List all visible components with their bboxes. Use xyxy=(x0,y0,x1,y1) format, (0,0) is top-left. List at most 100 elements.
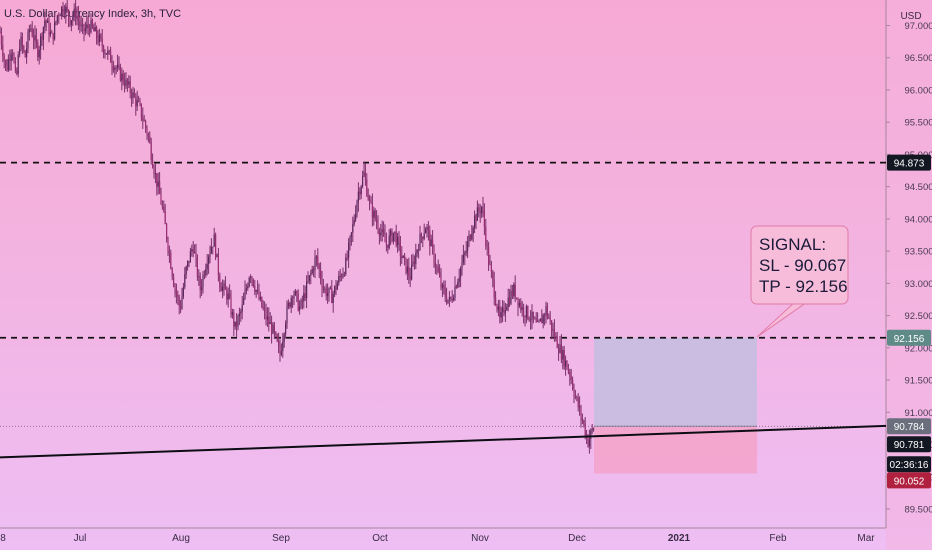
candle-body xyxy=(275,332,277,335)
candle-body xyxy=(2,44,4,56)
candle-body xyxy=(26,48,28,58)
candle-body xyxy=(385,242,387,245)
candle-body xyxy=(143,120,145,122)
candle-body xyxy=(191,249,193,252)
candle-body xyxy=(496,304,498,310)
y-tick-label: 97.000 xyxy=(904,21,932,32)
candle-body xyxy=(517,297,519,307)
candle-body xyxy=(369,199,371,201)
candle-body xyxy=(355,214,357,220)
candle-body xyxy=(145,121,147,128)
candle-body xyxy=(317,256,319,265)
candle-body xyxy=(131,92,133,99)
candle-body xyxy=(229,293,231,297)
candle-body xyxy=(77,15,79,21)
level-label-94873: 94.873 xyxy=(894,159,925,170)
candle-body xyxy=(283,334,285,342)
candle-body xyxy=(282,341,284,351)
candle-body xyxy=(313,268,315,271)
candle-body xyxy=(523,307,525,316)
candle-body xyxy=(133,92,135,97)
candle-body xyxy=(495,297,497,305)
candle-body xyxy=(210,246,212,253)
candle-body xyxy=(303,293,305,302)
candle-body xyxy=(418,249,420,251)
x-tick-label: Nov xyxy=(471,533,489,544)
candle-body xyxy=(266,316,268,320)
candle-body xyxy=(94,27,96,32)
candle-body xyxy=(411,264,413,280)
x-tick-label: 8 xyxy=(0,533,6,544)
candle-body xyxy=(171,268,173,277)
candle-body xyxy=(348,243,350,258)
candle-body xyxy=(367,195,369,200)
y-tick-label: 96.500 xyxy=(904,53,932,64)
candle-body xyxy=(56,15,58,22)
candle-body xyxy=(404,255,406,258)
candle-body xyxy=(66,6,68,10)
candle-body xyxy=(192,249,194,253)
candle-body xyxy=(135,96,137,107)
candle-body xyxy=(184,274,186,288)
candle-body xyxy=(0,32,2,45)
candle-body xyxy=(455,286,457,288)
signal-line-3: TP - 92.156 xyxy=(759,277,848,296)
candle-body xyxy=(195,252,197,258)
candle-body xyxy=(196,257,198,277)
candle-body xyxy=(509,297,511,304)
candle-body xyxy=(464,252,466,255)
candle-body xyxy=(335,286,337,290)
candle-body xyxy=(181,296,183,309)
candle-body xyxy=(100,34,102,39)
candle-body xyxy=(206,264,208,269)
candle-body xyxy=(62,6,64,13)
candle-body xyxy=(320,269,322,280)
candle-body xyxy=(187,260,189,267)
candle-body xyxy=(563,350,565,367)
symbol-title[interactable]: U.S. Dollar Currency Index, 3h, TVC xyxy=(4,8,182,20)
profit-zone[interactable] xyxy=(594,337,757,427)
candle-body xyxy=(362,176,364,187)
candle-body xyxy=(47,20,49,23)
candle-body xyxy=(132,92,134,99)
candle-body xyxy=(68,9,70,19)
candle-body xyxy=(72,16,74,21)
candle-body xyxy=(136,100,138,107)
y-tick-label: 91.000 xyxy=(904,408,932,419)
candle-body xyxy=(514,284,516,298)
candle-body xyxy=(49,31,51,36)
signal-callout[interactable] xyxy=(750,225,849,305)
candle-body xyxy=(174,286,176,289)
candle-body xyxy=(199,276,201,291)
candle-body xyxy=(0,31,1,33)
candle-body xyxy=(437,267,439,273)
candle-body xyxy=(292,297,294,299)
candle-body xyxy=(474,215,476,228)
candle-body xyxy=(542,314,544,324)
candle-body xyxy=(458,277,460,282)
candle-body xyxy=(436,266,438,268)
candle-body xyxy=(306,281,308,299)
candle-body xyxy=(108,50,110,52)
candle-body xyxy=(574,396,576,398)
signal-line-2: SL - 90.067 xyxy=(759,256,846,275)
y-tick-label: 92.000 xyxy=(904,343,932,354)
candle-body xyxy=(280,350,282,355)
candlestick-series[interactable] xyxy=(0,0,595,454)
trend-line[interactable] xyxy=(0,424,887,459)
candle-body xyxy=(391,230,393,242)
candle-body xyxy=(10,53,12,61)
candle-body xyxy=(566,360,568,370)
candle-body xyxy=(251,277,253,280)
candle-body xyxy=(5,60,7,66)
candle-body xyxy=(321,279,323,288)
candle-body xyxy=(549,318,551,321)
candle-body xyxy=(105,53,107,55)
stop-label: 90.052 xyxy=(894,476,925,487)
candle-body xyxy=(481,206,483,214)
y-tick-label: 96.000 xyxy=(904,85,932,96)
candle-body xyxy=(334,286,336,294)
candle-body xyxy=(3,55,5,61)
candle-body xyxy=(224,283,226,290)
